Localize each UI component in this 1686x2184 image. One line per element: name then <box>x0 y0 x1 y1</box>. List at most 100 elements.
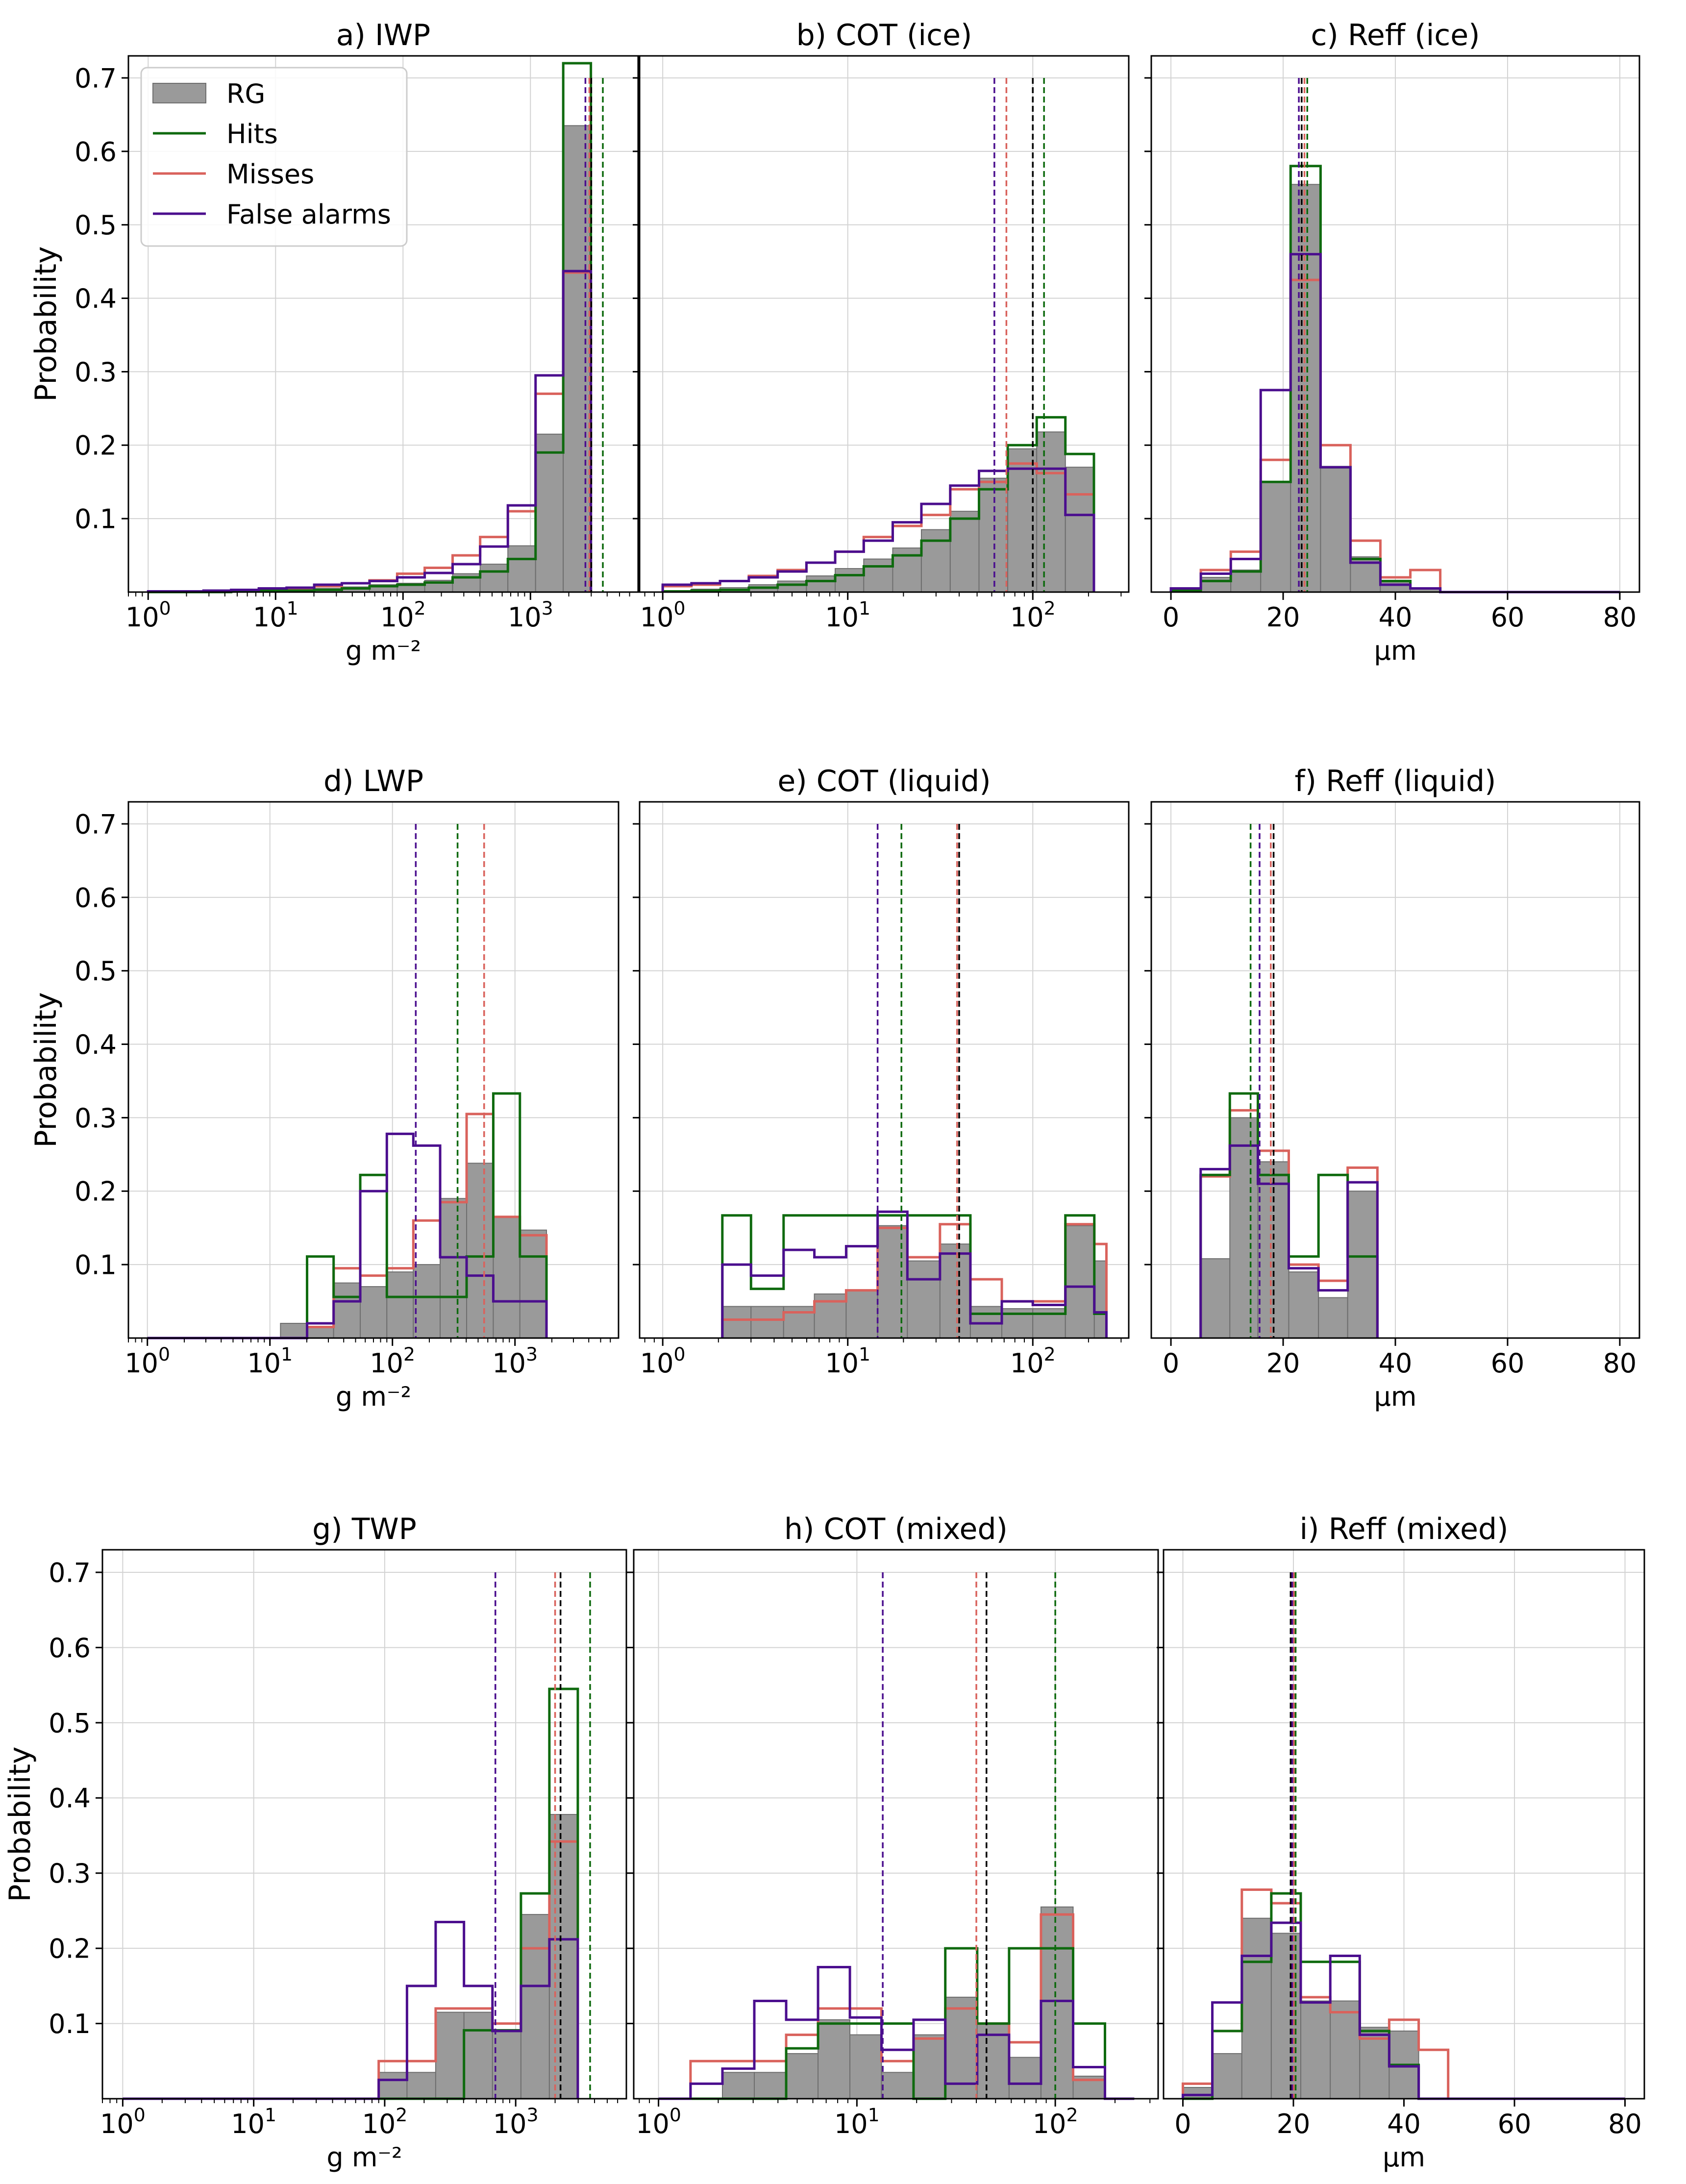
y-tick-label: 0.7 <box>74 63 117 94</box>
y-tick-label: 0.6 <box>74 136 117 167</box>
x-tick-label: 0 <box>1174 2109 1191 2139</box>
y-tick-label: 0.5 <box>74 956 117 987</box>
rg-bar <box>881 2072 914 2099</box>
rg-bar <box>750 1306 784 1339</box>
y-tick-label: 0.1 <box>74 1250 117 1281</box>
rg-bar <box>920 529 951 593</box>
rg-bar <box>1065 1225 1095 1339</box>
panel-title: d) LWP <box>323 764 423 798</box>
rg-bar <box>440 1198 468 1339</box>
x-tick-label: 80 <box>1608 2109 1642 2139</box>
rg-bar <box>721 2072 755 2099</box>
y-tick-label: 0.4 <box>49 1783 91 1814</box>
y-tick-label: 0.4 <box>74 283 117 314</box>
x-tick-label: 100 <box>125 597 171 633</box>
y-tick-label: 0.6 <box>74 882 117 913</box>
rg-bar <box>413 1264 441 1339</box>
panel-f: 0 20 40 60 80 f) Reff (liquid) μm <box>1144 764 1640 1412</box>
panel-i: 0 20 40 60 80 i) Reff (mixed) μm <box>1157 1512 1645 2173</box>
rg-bar <box>835 568 865 593</box>
misses-step-line <box>148 271 593 594</box>
rg-bar <box>306 1326 334 1339</box>
y-tick-label: 0.7 <box>74 809 117 840</box>
rg-bar <box>786 2053 819 2100</box>
legend: RG Hits Misses False alarms <box>140 67 408 247</box>
rg-bar <box>806 575 836 593</box>
x-tick-label: 100 <box>100 2104 146 2139</box>
rg-bar <box>818 2019 851 2100</box>
panel-e: 100 101 102 e) COT (liquid) <box>633 764 1130 1379</box>
rg-bar <box>777 580 807 593</box>
false-alarms-step-line <box>658 1966 1135 2100</box>
rg-bar <box>1036 431 1066 593</box>
rg-bar <box>333 1282 361 1339</box>
y-tick-label: 0.4 <box>74 1029 117 1060</box>
rg-bar <box>1093 1260 1107 1339</box>
rg-bar <box>949 511 980 593</box>
rg-bar <box>406 2072 436 2099</box>
x-tick-label: 102 <box>1033 2104 1078 2139</box>
x-tick-label: 60 <box>1498 2109 1532 2139</box>
rg-bar <box>378 2072 408 2099</box>
rg-bar <box>479 564 509 593</box>
x-tick-label: 102 <box>1010 1343 1056 1379</box>
x-tick-label: 100 <box>640 1343 686 1379</box>
rg-bar <box>1212 2053 1242 2100</box>
rg-bar <box>280 1323 308 1339</box>
x-tick-label: 102 <box>1010 597 1056 633</box>
x-tick-label: 20 <box>1277 2109 1311 2139</box>
false-alarms-step-line <box>147 270 593 593</box>
legend-label: RG <box>226 78 265 109</box>
x-tick-label: 20 <box>1266 1348 1300 1379</box>
x-tick-label: 101 <box>825 1343 870 1379</box>
x-tick-label: 80 <box>1603 602 1637 633</box>
rg-bar <box>507 545 536 593</box>
x-tick-label: 100 <box>636 2104 681 2139</box>
rg-bar <box>939 1243 971 1339</box>
x-tick-label: 101 <box>825 597 870 633</box>
rg-bar <box>1182 2086 1213 2100</box>
x-tick-label: 101 <box>834 2104 880 2139</box>
panel-title: c) Reff (ice) <box>1311 18 1480 52</box>
y-tick-label: 0.1 <box>74 504 117 535</box>
rg-bar <box>754 2072 787 2099</box>
x-tick-label: 20 <box>1266 602 1300 633</box>
rg-bar <box>1380 580 1411 593</box>
rg-bar <box>493 1216 521 1339</box>
rg-bar <box>907 1260 941 1339</box>
x-tick-label: 60 <box>1491 602 1525 633</box>
axes-frame <box>633 1549 1159 2100</box>
panel-d: 0.1 0.2 0.3 0.4 0.5 0.6 0.7 100 101 102 103 d) LWP g… <box>29 764 620 1412</box>
x-axis-label: μm <box>1374 1381 1417 1412</box>
x-tick-label: 0 <box>1163 602 1179 633</box>
legend-label: Hits <box>226 119 278 149</box>
x-axis-label: μm <box>1383 2142 1425 2173</box>
y-tick-label: 0.5 <box>74 210 117 241</box>
x-tick-label: 40 <box>1387 2109 1421 2139</box>
rg-bar <box>1260 481 1291 593</box>
rg-bar <box>360 1286 388 1339</box>
y-tick-label: 0.2 <box>74 430 117 461</box>
false-alarms-step-line <box>661 467 1095 592</box>
x-tick-label: 102 <box>380 597 426 633</box>
rg-bar <box>1288 1271 1319 1339</box>
y-tick-label: 0.6 <box>49 1633 91 1663</box>
x-tick-label: 40 <box>1379 1348 1413 1379</box>
y-tick-label: 0.5 <box>49 1708 91 1738</box>
panel-b: 100 101 102 b) COT (ice) <box>633 18 1130 633</box>
panel-g: 0.1 0.2 0.3 0.4 0.5 0.6 0.7 100 101 102 103 g) TWP g… <box>3 1512 627 2173</box>
false-alarms-step-line <box>721 1210 1108 1338</box>
y-axis-label: Probability <box>29 992 63 1147</box>
x-axis-label: g m⁻² <box>336 1381 411 1412</box>
rg-bar <box>1347 1191 1378 1339</box>
rg-bar <box>1300 2000 1331 2099</box>
legend-box <box>140 67 408 247</box>
y-axis-label: Probability <box>3 1746 37 1902</box>
rg-bar <box>463 2011 493 2099</box>
rg-bar <box>1290 184 1321 593</box>
x-tick-label: 101 <box>253 597 298 633</box>
rg-bar <box>849 2034 882 2099</box>
y-tick-label: 0.3 <box>49 1858 91 1889</box>
rg-bar <box>435 2011 465 2099</box>
rg-bar <box>1241 1917 1272 2099</box>
